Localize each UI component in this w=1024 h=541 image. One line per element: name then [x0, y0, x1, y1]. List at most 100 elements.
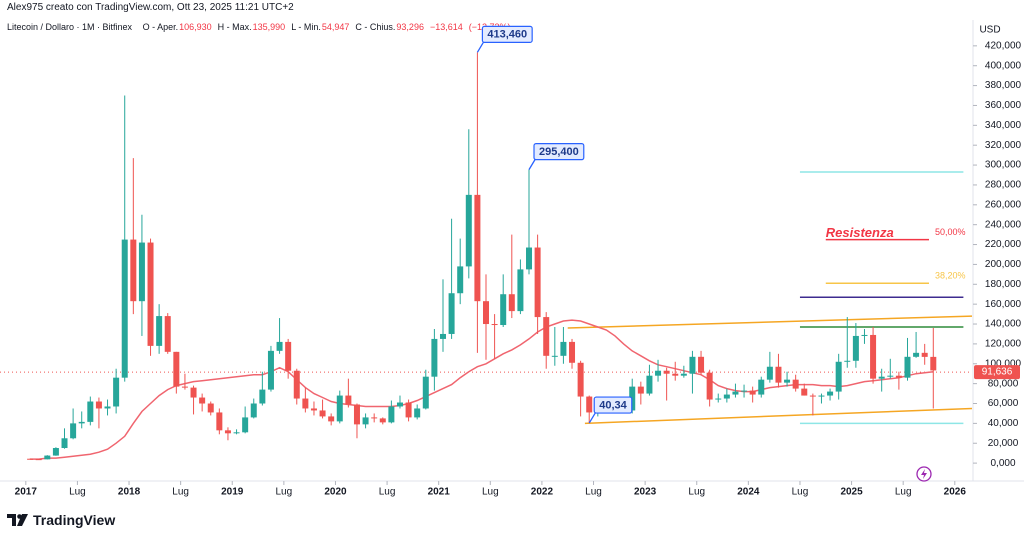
candle-body [224, 430, 231, 434]
y-tick-label: 400,000 [985, 60, 1022, 71]
moving-average [30, 319, 934, 460]
candle-body [680, 373, 687, 376]
y-tick-label: 280,000 [985, 180, 1022, 191]
candle-body [457, 266, 464, 294]
callout-label: 413,460 [487, 29, 527, 41]
y-tick-label: 340,000 [985, 120, 1022, 131]
candle-body [689, 356, 696, 374]
candle-body [672, 373, 679, 376]
candle-body [379, 418, 386, 423]
x-tick-label: 2019 [221, 487, 244, 498]
candle-body [698, 356, 705, 373]
candle-body [655, 370, 662, 376]
candle-body [646, 375, 653, 394]
ohlc-value: 54,947 [321, 22, 350, 32]
x-tick-label: Lug [69, 487, 86, 498]
x-tick-label: 2021 [428, 487, 451, 498]
candle-body [216, 412, 223, 431]
x-tick-label: 2025 [840, 487, 863, 498]
chart: USD 0,000 20,000 40,000 60,000 80,000 100,000… [0, 20, 1024, 498]
candle-body [70, 423, 77, 439]
ohlc-value: 93,296 [396, 22, 424, 32]
candle-body [775, 366, 782, 383]
candle-body [870, 334, 877, 379]
candle-body [302, 398, 309, 409]
x-tick-label: 2023 [634, 487, 657, 498]
channel-line [584, 407, 973, 425]
candle-body [508, 294, 515, 312]
candle-body [44, 455, 51, 460]
x-tick-label: 2024 [737, 487, 760, 498]
ohlc-name: H - Max. [217, 22, 252, 32]
candle-body [526, 247, 533, 270]
y-tick-label: 140,000 [985, 319, 1022, 330]
y-tick-label: 220,000 [985, 239, 1022, 250]
candle-body [500, 294, 507, 326]
candle-body [95, 401, 102, 409]
candle-body [27, 458, 34, 460]
candle-body [285, 341, 292, 371]
candle-body [113, 377, 120, 407]
callout-box [533, 143, 585, 161]
candle-body [388, 406, 395, 423]
candle-body [534, 247, 541, 318]
y-tick-label: 0,000 [990, 458, 1015, 469]
y-tick-label: 320,000 [985, 140, 1022, 151]
last-price-box [974, 365, 1020, 380]
x-tick-label: 2022 [531, 487, 554, 498]
y-tick-label: 260,000 [985, 199, 1022, 210]
x-tick-label: Lug [276, 487, 293, 498]
candle-body [61, 438, 68, 449]
candle-body [569, 341, 576, 363]
ohlc-value: 135,990 [252, 22, 286, 32]
candle-body [551, 355, 558, 357]
change-value: −13,614 [429, 22, 463, 32]
candle-body [921, 352, 928, 357]
candle-body [741, 390, 748, 392]
x-tick-label: Lug [895, 487, 912, 498]
candle-body [250, 403, 257, 418]
candle-body [353, 404, 360, 425]
callout: 295,400 [528, 143, 585, 170]
candle-body [723, 394, 730, 399]
candle-body [784, 379, 791, 383]
callout-box [481, 25, 533, 43]
axis-unit: USD [979, 25, 1000, 36]
y-tick-label: 300,000 [985, 160, 1022, 171]
candle-body [913, 352, 920, 357]
callout-label: 40,34 [599, 399, 627, 411]
candle-body [732, 391, 739, 395]
candle-body [138, 242, 145, 302]
logo-icon [7, 514, 28, 526]
candle-body [827, 391, 834, 396]
candle-body [809, 395, 816, 397]
y-tick-label: 160,000 [985, 299, 1022, 310]
candle-body [104, 406, 111, 409]
alert-icon[interactable] [916, 466, 932, 482]
candle-body [663, 370, 670, 374]
ohlc-name: C - Chius. [355, 22, 396, 32]
candle-body [345, 395, 352, 405]
candle-body [491, 324, 498, 326]
x-tick-label: 2017 [15, 487, 38, 498]
level-label: 38,20% [935, 271, 966, 281]
candle-body [181, 386, 188, 388]
x-tick-label: 2020 [324, 487, 347, 498]
candle-body [543, 317, 550, 356]
candle-body [396, 402, 403, 407]
logo: TradingView [7, 512, 115, 528]
y-tick-label: 380,000 [985, 80, 1022, 91]
x-tick-label: Lug [792, 487, 809, 498]
candle-body [878, 376, 885, 379]
y-tick-label: 240,000 [985, 219, 1022, 230]
x-tick-label: Lug [585, 487, 602, 498]
callout-pointer [476, 42, 484, 53]
candle-body [844, 360, 851, 362]
candle-body [362, 417, 369, 425]
y-tick-label: 100,000 [985, 358, 1022, 369]
candle-body [517, 269, 524, 312]
candle-body [577, 362, 584, 397]
candle-body [904, 356, 911, 378]
candle-body [156, 316, 163, 346]
